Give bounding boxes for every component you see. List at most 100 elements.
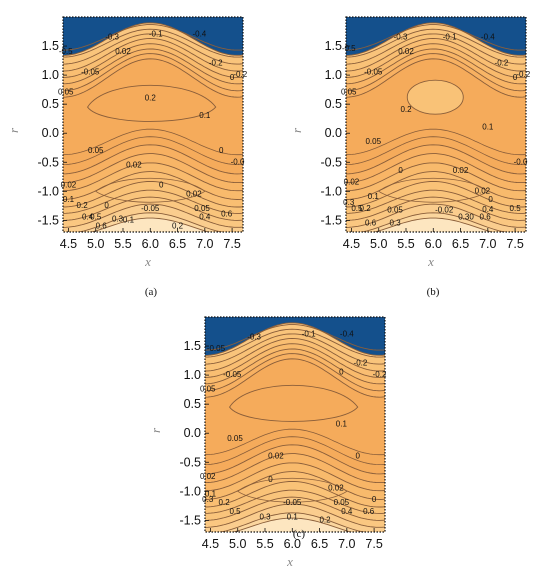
contour-label: 0.02 <box>186 189 202 198</box>
contour-line <box>346 171 526 200</box>
contour-line <box>346 33 526 65</box>
contour-line <box>63 153 243 184</box>
contour-label: -0.4 <box>481 32 495 41</box>
y-tick-label: 0.5 <box>325 97 342 111</box>
contour-label: 0 <box>513 73 518 82</box>
y-tick-label: -0.5 <box>37 155 59 169</box>
contour-label: -0.05 <box>283 498 302 507</box>
contour-line <box>373 217 494 232</box>
y-tick-label: 1.0 <box>325 68 342 82</box>
contour-label: 0.1 <box>287 513 299 522</box>
y-tick-label: -1.0 <box>320 184 342 198</box>
contour-line <box>205 348 385 385</box>
contour-label: 0.2 <box>400 105 412 114</box>
contour-label: -0.05 <box>223 370 242 379</box>
contour-label: -0.02 <box>435 206 454 215</box>
contour-line <box>346 196 526 221</box>
contour-label: 0.5 <box>229 507 241 516</box>
x-tick-label: 6.5 <box>311 537 328 551</box>
contour-line <box>63 203 243 228</box>
y-tick-label: -1.5 <box>179 513 201 527</box>
plot-area <box>63 17 243 232</box>
contour-label: 0.2 <box>172 221 184 230</box>
contour-label: 0.4 <box>82 213 94 222</box>
contour-label: -0.2 <box>495 59 509 68</box>
contour-label: 0.30 <box>458 213 474 222</box>
contour-label: 0.05 <box>365 137 381 146</box>
contour-line <box>63 128 243 156</box>
negative-region <box>346 17 526 56</box>
y-tick-label: 0.0 <box>42 126 59 140</box>
contour-label: 0.02 <box>453 166 469 175</box>
y-tick-label: -0.5 <box>320 155 342 169</box>
contour-label: -0.2 <box>354 359 368 368</box>
contour-line <box>205 343 385 378</box>
contour-label: 0.02 <box>115 47 131 56</box>
lower-band <box>63 218 243 232</box>
x-tick-label: 7.0 <box>196 237 213 251</box>
contour-line <box>63 43 243 78</box>
y-tick-label: -1.0 <box>37 184 59 198</box>
contour-label: 0.02 <box>475 186 491 195</box>
contour-label: 0.2 <box>319 515 331 524</box>
contour-label: 0.02 <box>344 178 360 187</box>
contour-label: -0.4 <box>340 330 354 339</box>
contour-label: -0.1 <box>443 32 457 41</box>
contour-label: -0.05 <box>81 67 100 76</box>
contour-label: 0.05 <box>194 204 210 213</box>
contour-label: 0.05 <box>200 385 216 394</box>
caption-a: (a) <box>144 286 158 298</box>
contour-line <box>205 480 385 508</box>
contour-line <box>346 189 526 214</box>
contour-label: -0.2 <box>233 70 247 79</box>
x-tick-label: 5.5 <box>114 237 131 251</box>
x-tick-label: 6.5 <box>169 237 186 251</box>
y-tick-label: 0.0 <box>325 126 342 140</box>
contour-label: 0.2 <box>145 93 157 102</box>
contour-label: 0.6 <box>221 210 233 219</box>
x-axis-label: x <box>427 254 434 269</box>
contour-label: 0.02 <box>61 181 77 190</box>
contour-line <box>205 503 385 528</box>
contour-line <box>63 33 243 65</box>
contour-label: 0 <box>219 146 224 155</box>
contour-label: 0.02 <box>398 47 414 56</box>
contour-line <box>63 28 243 58</box>
contour-label: -0.05 <box>141 204 160 213</box>
x-tick-label: 5.5 <box>256 537 273 551</box>
contour-line <box>63 136 243 166</box>
x-tick-label: 5.0 <box>370 237 387 251</box>
contour-label: -0.0 <box>231 157 245 166</box>
contour-plot-a: -0.3 -0.1 -0.4 -0.5 0.02 -0.2 -0.05 0 -0.2 0.05 0.… <box>0 0 265 285</box>
contour-line <box>205 358 385 398</box>
plot-frame <box>345 16 527 233</box>
contour-line <box>205 322 385 356</box>
contour-label: -0.3 <box>394 32 408 41</box>
contour-line <box>63 38 243 72</box>
y-tick-label: -1.5 <box>37 213 59 227</box>
contour-label: -0.3 <box>247 332 261 341</box>
caption-c: (c) <box>292 528 306 540</box>
contour-line <box>346 153 526 184</box>
contour-line <box>346 38 526 72</box>
contour-label: 0 <box>104 201 109 210</box>
contour-label: 0.1 <box>123 215 135 224</box>
contour-label: 0 <box>268 475 273 484</box>
contour-line <box>205 353 385 392</box>
contour-label: 0.3 <box>343 198 355 207</box>
contour-label: -0.2 <box>516 70 530 79</box>
closed-contour <box>237 477 348 503</box>
contour-label: 0.02 <box>126 160 142 169</box>
contour-label: 0 <box>356 452 361 461</box>
contour-label: 0.4 <box>199 213 211 222</box>
contour-line <box>346 28 526 58</box>
contour-label: 0.6 <box>363 507 375 516</box>
x-tick-label: 4.5 <box>343 237 360 251</box>
x-tick-label: 5.0 <box>229 537 246 551</box>
contour-label: 0.05 <box>227 434 243 443</box>
contour-line <box>205 338 385 372</box>
contour-line <box>346 144 526 175</box>
contour-label: -0.05 <box>207 344 226 353</box>
contour-line <box>205 489 385 514</box>
contour-line <box>205 436 385 466</box>
